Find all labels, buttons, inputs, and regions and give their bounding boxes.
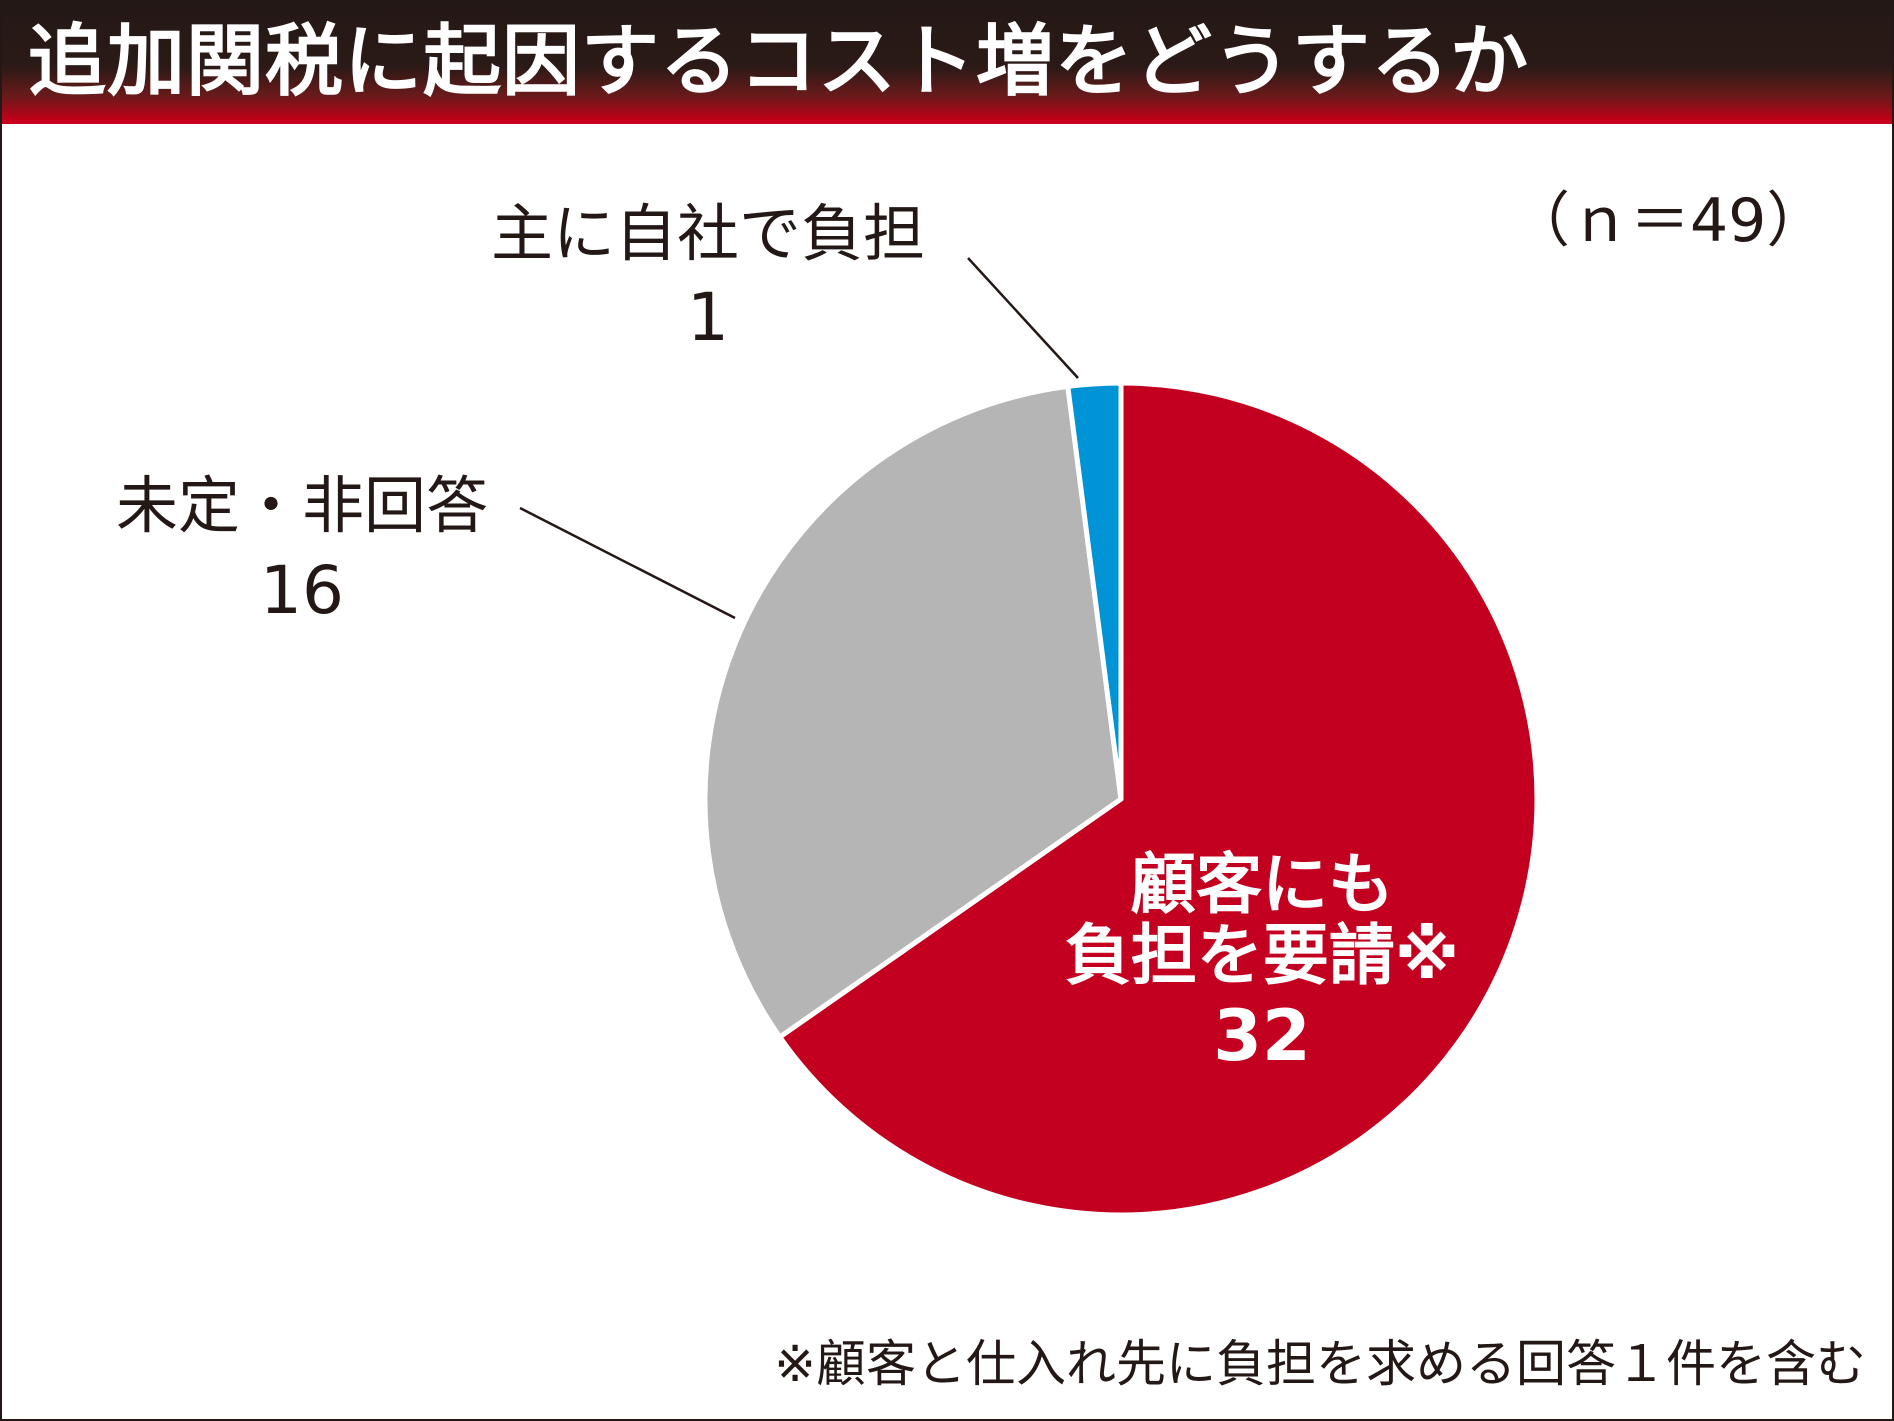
slice-label-customer-name-1: 顧客にも: [1130, 846, 1394, 923]
slice-label-customer-value: 32: [1213, 995, 1310, 1077]
pie-slice-3: [1065, 380, 1124, 802]
slice-label-undecided-name-1: 未定・非回答: [116, 469, 488, 542]
leader-line-3: [967, 257, 1079, 379]
slice-label-undecided-value: 16: [260, 552, 344, 629]
pie-slices: [702, 380, 1540, 1218]
leader-lines: [519, 257, 1079, 620]
sample-size-note: （ｎ＝49）: [1510, 186, 1827, 256]
leader-line-2: [519, 506, 736, 620]
slice-label-customer-name-2: 負担を要請※: [1065, 917, 1459, 994]
title-bar: 追加関税に起因するコスト増をどうするか: [2, 2, 1892, 124]
slice-label-self-value: 1: [687, 279, 729, 356]
pie-slice-1: [777, 380, 1540, 1218]
pie-slice-2: [702, 383, 1124, 1040]
slice-label-self-name-1: 主に自社で負担: [491, 197, 925, 270]
chart-title: 追加関税に起因するコスト増をどうするか: [28, 17, 1530, 107]
footnote: ※顧客と仕入れ先に負担を求める回答１件を含む: [774, 1335, 1866, 1393]
